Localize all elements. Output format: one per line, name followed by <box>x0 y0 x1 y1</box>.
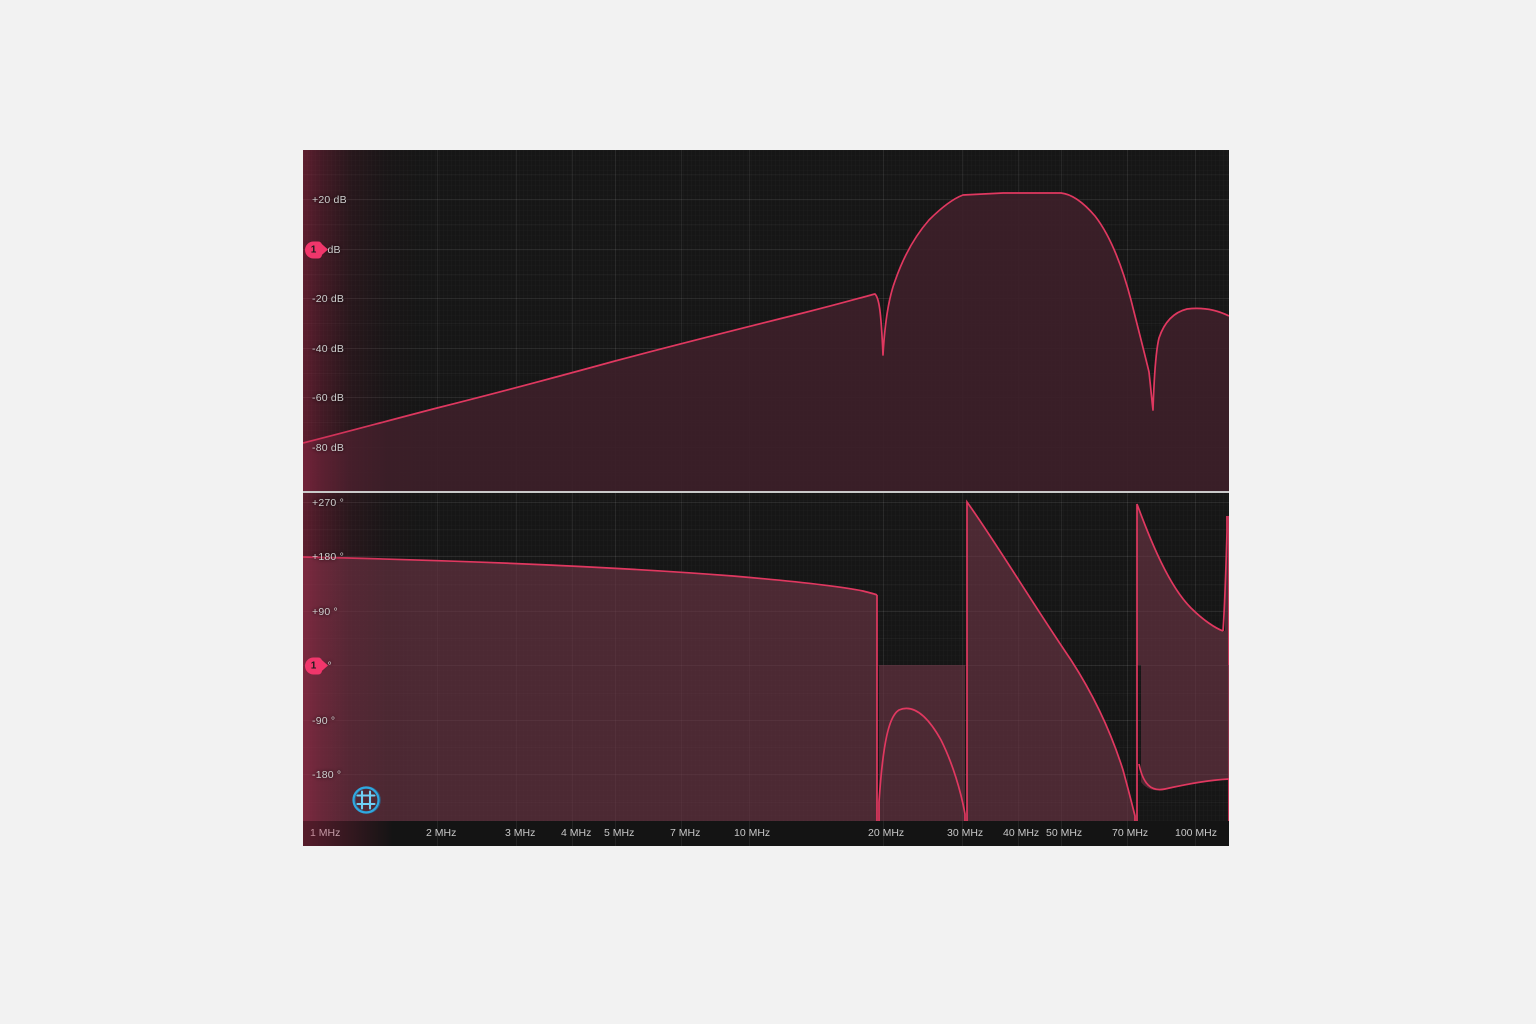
xtick-20mhz: 20 MHz <box>868 827 905 839</box>
phase-curve <box>303 499 1229 821</box>
magnitude-response-panel[interactable] <box>303 150 1229 491</box>
mag-ylabel-m40: -40 dB <box>312 343 345 355</box>
phase-ylabel-m180: -180 ° <box>312 769 342 781</box>
xtick-3mhz: 3 MHz <box>505 827 536 839</box>
xtick-100mhz: 100 MHz <box>1175 827 1218 839</box>
grid-toggle-button[interactable] <box>350 783 384 817</box>
xtick-30mhz: 30 MHz <box>947 827 984 839</box>
phase-cursor-badge-1[interactable]: 1 <box>305 657 328 675</box>
xtick-70mhz: 70 MHz <box>1112 827 1149 839</box>
xtick-1mhz: 1 MHz <box>310 827 341 839</box>
phase-ylabel-90: +90 ° <box>312 606 338 618</box>
xtick-40mhz: 40 MHz <box>1003 827 1040 839</box>
mag-ylabel-m80: -80 dB <box>312 442 345 454</box>
panel-separator <box>303 491 1229 493</box>
badge-pointer <box>319 241 328 258</box>
phase-ylabel-180: +180 ° <box>312 551 344 563</box>
mag-ylabel-m60: -60 dB <box>312 392 345 404</box>
mag-ylabel-20: +20 dB <box>312 194 347 206</box>
xtick-50mhz: 50 MHz <box>1046 827 1083 839</box>
phase-curve-tail <box>1138 665 1229 791</box>
grid-circle-icon <box>352 786 381 814</box>
badge-pill <box>305 241 322 259</box>
magnitude-cursor-badge-1[interactable]: 1 <box>305 241 328 259</box>
magnitude-curve <box>303 192 1229 491</box>
badge-number: 1 <box>310 660 317 672</box>
frequency-response-analyzer[interactable]: +20 dB +0 dB -20 dB -40 dB -60 dB -80 dB… <box>303 150 1229 846</box>
xtick-7mhz: 7 MHz <box>670 827 701 839</box>
phase-response-panel[interactable] <box>303 492 1229 821</box>
xtick-4mhz: 4 MHz <box>561 827 592 839</box>
frequency-axis[interactable]: 1 MHz 2 MHz 3 MHz 4 MHz 5 MHz 7 MHz 10 M… <box>303 821 1229 846</box>
phase-ylabel-270: +270 ° <box>312 497 344 509</box>
badge-pill <box>305 657 322 675</box>
badge-pointer <box>319 657 328 674</box>
mag-ylabel-m20: -20 dB <box>312 293 345 305</box>
phase-ylabel-m90: -90 ° <box>312 715 336 727</box>
xtick-2mhz: 2 MHz <box>426 827 457 839</box>
xtick-10mhz: 10 MHz <box>734 827 771 839</box>
xtick-5mhz: 5 MHz <box>604 827 635 839</box>
badge-number: 1 <box>310 244 317 256</box>
